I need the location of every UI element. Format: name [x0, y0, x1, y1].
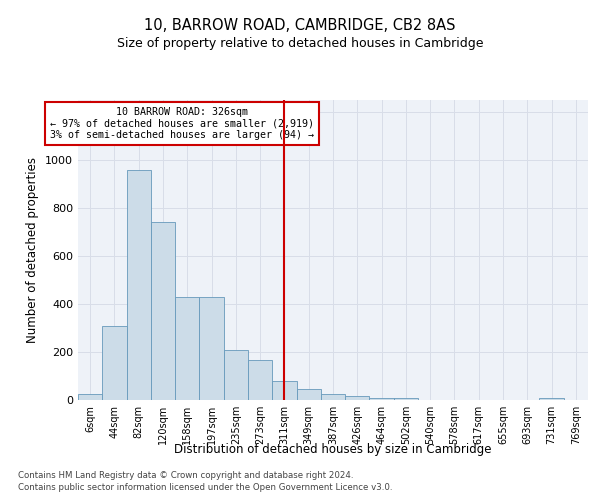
Bar — [394, 398, 418, 400]
Text: 10 BARROW ROAD: 326sqm
← 97% of detached houses are smaller (2,919)
3% of semi-d: 10 BARROW ROAD: 326sqm ← 97% of detached… — [50, 107, 314, 140]
Text: Distribution of detached houses by size in Cambridge: Distribution of detached houses by size … — [174, 442, 492, 456]
Bar — [102, 326, 127, 400]
Text: Size of property relative to detached houses in Cambridge: Size of property relative to detached ho… — [117, 38, 483, 51]
Bar — [175, 297, 199, 400]
Bar — [199, 297, 224, 400]
Bar — [272, 381, 296, 400]
Text: 10, BARROW ROAD, CAMBRIDGE, CB2 8AS: 10, BARROW ROAD, CAMBRIDGE, CB2 8AS — [144, 18, 456, 32]
Y-axis label: Number of detached properties: Number of detached properties — [26, 157, 40, 343]
Bar — [127, 170, 151, 400]
Bar — [151, 222, 175, 400]
Bar — [539, 398, 564, 400]
Text: Contains public sector information licensed under the Open Government Licence v3: Contains public sector information licen… — [18, 484, 392, 492]
Bar — [78, 394, 102, 400]
Bar — [296, 389, 321, 400]
Bar — [345, 396, 370, 400]
Bar — [321, 394, 345, 400]
Bar — [248, 360, 272, 400]
Bar — [224, 350, 248, 400]
Text: Contains HM Land Registry data © Crown copyright and database right 2024.: Contains HM Land Registry data © Crown c… — [18, 471, 353, 480]
Bar — [370, 398, 394, 400]
